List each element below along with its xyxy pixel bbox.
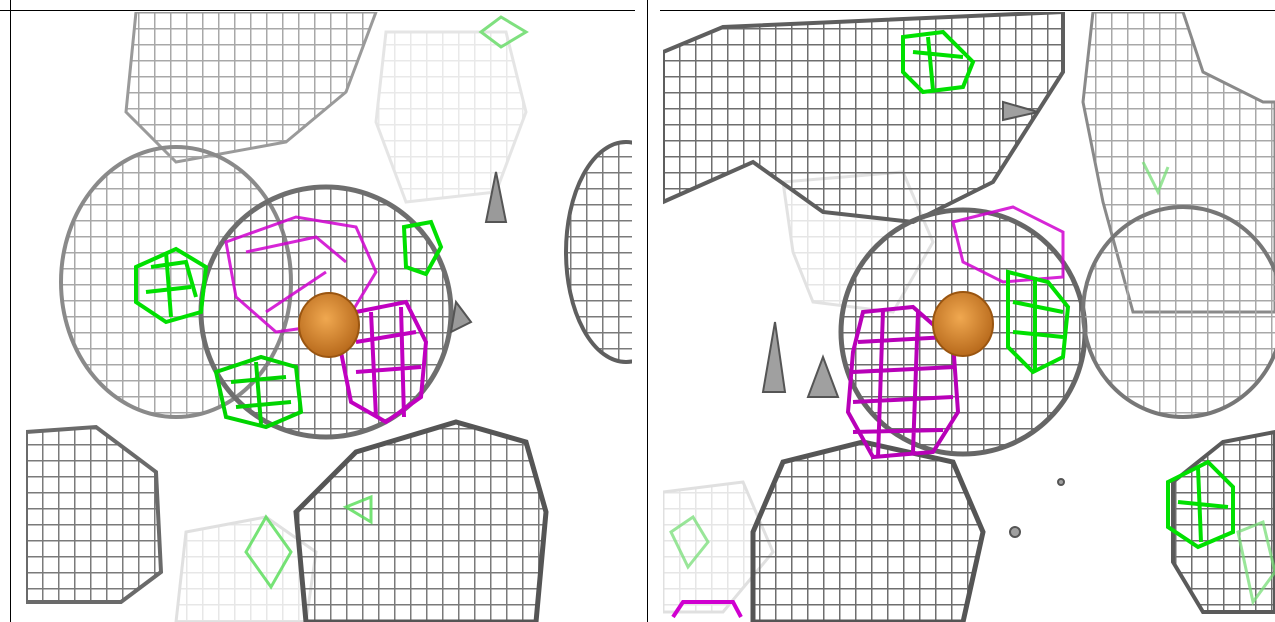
positive-density-corner	[478, 15, 529, 49]
positive-density-faint	[669, 161, 1275, 606]
negative-density-upper	[224, 215, 378, 334]
negative-density-left	[845, 304, 961, 460]
positive-density-bottom	[244, 494, 373, 590]
mesh-bottom-sphere	[750, 439, 986, 622]
negative-density-bottom-tile	[671, 600, 743, 619]
cone-markers	[761, 100, 1065, 538]
metal-ion-sphere	[932, 291, 994, 357]
left-density-map	[26, 12, 632, 622]
positive-density-center	[1006, 269, 1071, 375]
mesh-right-sphere	[1081, 205, 1275, 419]
mesh-top-column	[124, 12, 378, 164]
positive-density-left	[134, 246, 209, 325]
left-border	[10, 0, 11, 622]
right-density-map	[663, 12, 1275, 622]
metal-ion-sphere	[298, 292, 360, 358]
faint-mesh-upper-right	[374, 30, 528, 204]
mesh-right-edge	[564, 140, 632, 364]
faint-mesh-bottom-left	[663, 480, 775, 614]
cone-markers	[449, 171, 508, 334]
positive-density-top	[401, 219, 444, 277]
mesh-bottom-right	[293, 419, 549, 622]
mesh-top-band	[663, 12, 1065, 225]
positive-density-top	[901, 29, 976, 95]
mesh-bottom-left	[26, 424, 164, 604]
negative-density-upper	[951, 205, 1065, 284]
faint-mesh-bottom-left	[174, 515, 318, 622]
top-border-left	[10, 10, 635, 11]
top-border-right	[660, 10, 1275, 11]
right-density-panel	[663, 12, 1275, 622]
panel-divider	[647, 0, 648, 622]
negative-density-right	[338, 299, 429, 425]
left-density-panel	[26, 12, 632, 622]
positive-density-right-bottom	[1166, 459, 1235, 550]
positive-density-lower	[213, 354, 304, 430]
